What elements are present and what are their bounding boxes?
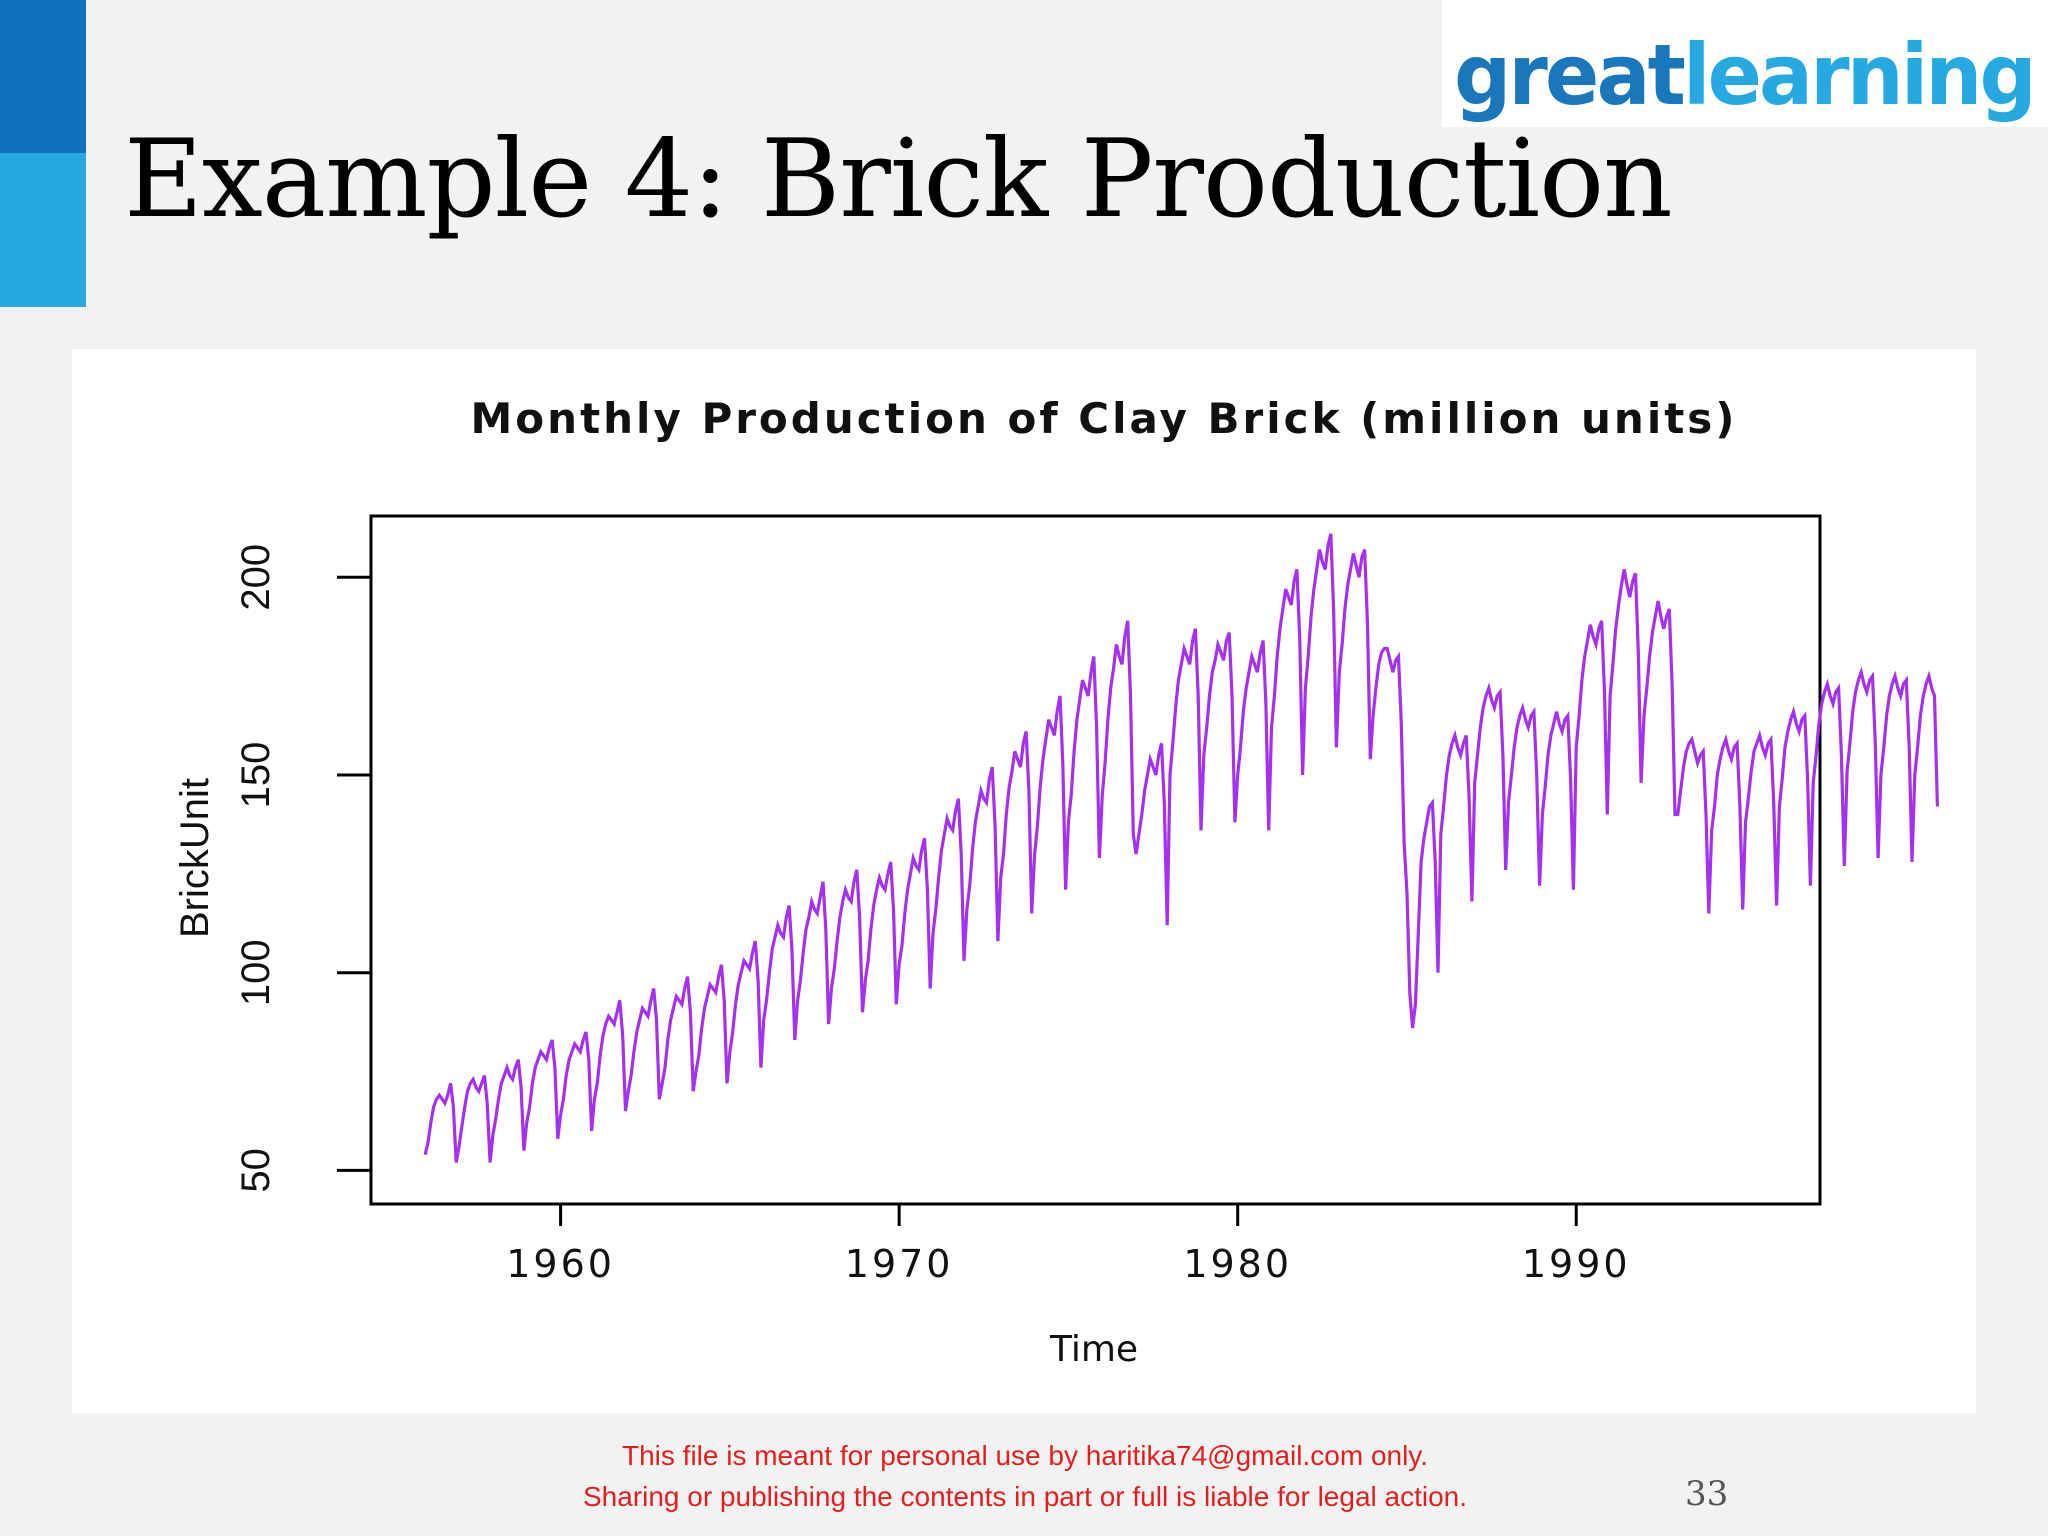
chart-title: Monthly Production of Clay Brick (millio… xyxy=(471,394,1738,443)
x-tick-label: 1970 xyxy=(845,1242,954,1286)
usage-notice-line-1: This file is meant for personal use by h… xyxy=(621,1440,1429,1471)
series-line-brickunit xyxy=(423,533,1939,1163)
y-tick-label: 200 xyxy=(234,544,278,611)
y-tick-label: 100 xyxy=(234,939,278,1006)
accent-bar-dark xyxy=(0,0,86,153)
x-tick-label: 1960 xyxy=(506,1242,615,1286)
logo: greatlearning xyxy=(1442,0,2048,127)
chart-panel: Monthly Production of Clay Brick (millio… xyxy=(72,349,1976,1413)
brick-production-chart: Monthly Production of Clay Brick (millio… xyxy=(173,394,1939,1370)
x-tick-label: 1990 xyxy=(1522,1242,1631,1286)
usage-notice-line-2: Sharing or publishing the contents in pa… xyxy=(582,1481,1468,1512)
x-axis-label: Time xyxy=(1049,1329,1138,1370)
logo-text-great: great xyxy=(1454,26,1685,124)
logo-text-learning: learning xyxy=(1683,26,2034,124)
x-tick-label: 1980 xyxy=(1183,1242,1292,1286)
x-axis: 1960 1970 1980 1990 xyxy=(506,1204,1631,1286)
y-tick-label: 150 xyxy=(234,742,278,809)
svg-text:greatlearning: greatlearning xyxy=(1454,26,2034,124)
plot-frame xyxy=(369,514,1822,1206)
page-number: 33 xyxy=(1685,1474,1729,1514)
y-axis: 50 100 150 200 xyxy=(234,544,371,1193)
slide-title: Example 4: Brick Production xyxy=(124,117,1673,242)
accent-bar-light xyxy=(0,153,86,307)
y-tick-label: 50 xyxy=(234,1148,278,1193)
y-axis-label: BrickUnit xyxy=(173,778,217,938)
